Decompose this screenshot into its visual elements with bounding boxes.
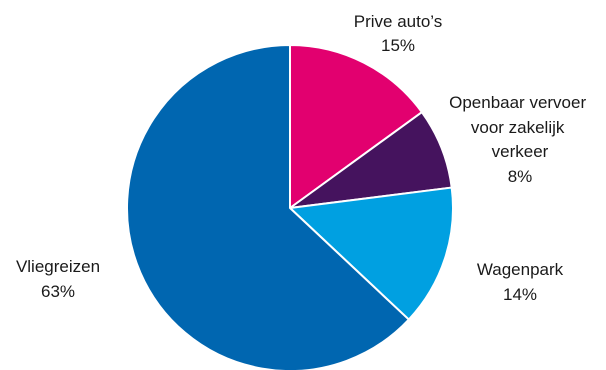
slice-value-openbaar-vervoer: 8% — [508, 167, 533, 186]
slice-value-prive-autos: 15% — [381, 36, 415, 55]
slice-value-wagenpark: 14% — [503, 285, 537, 304]
pie-slice-wagenpark — [289, 186, 454, 321]
slice-label-wagenpark: Wagenpark — [477, 260, 564, 279]
slice-label-openbaar-vervoer: Openbaar vervoer voor zakelijk verkeer — [449, 93, 591, 161]
slice-label-prive-autos: Prive auto’s — [354, 12, 443, 31]
slice-value-vliegreizen: 63% — [41, 282, 75, 301]
pie-slice-vliegreizen — [126, 44, 410, 370]
slice-label-vliegreizen: Vliegreizen — [16, 257, 100, 276]
pie-slice-prive-auto-s — [289, 44, 423, 209]
pie-slices — [126, 44, 454, 370]
